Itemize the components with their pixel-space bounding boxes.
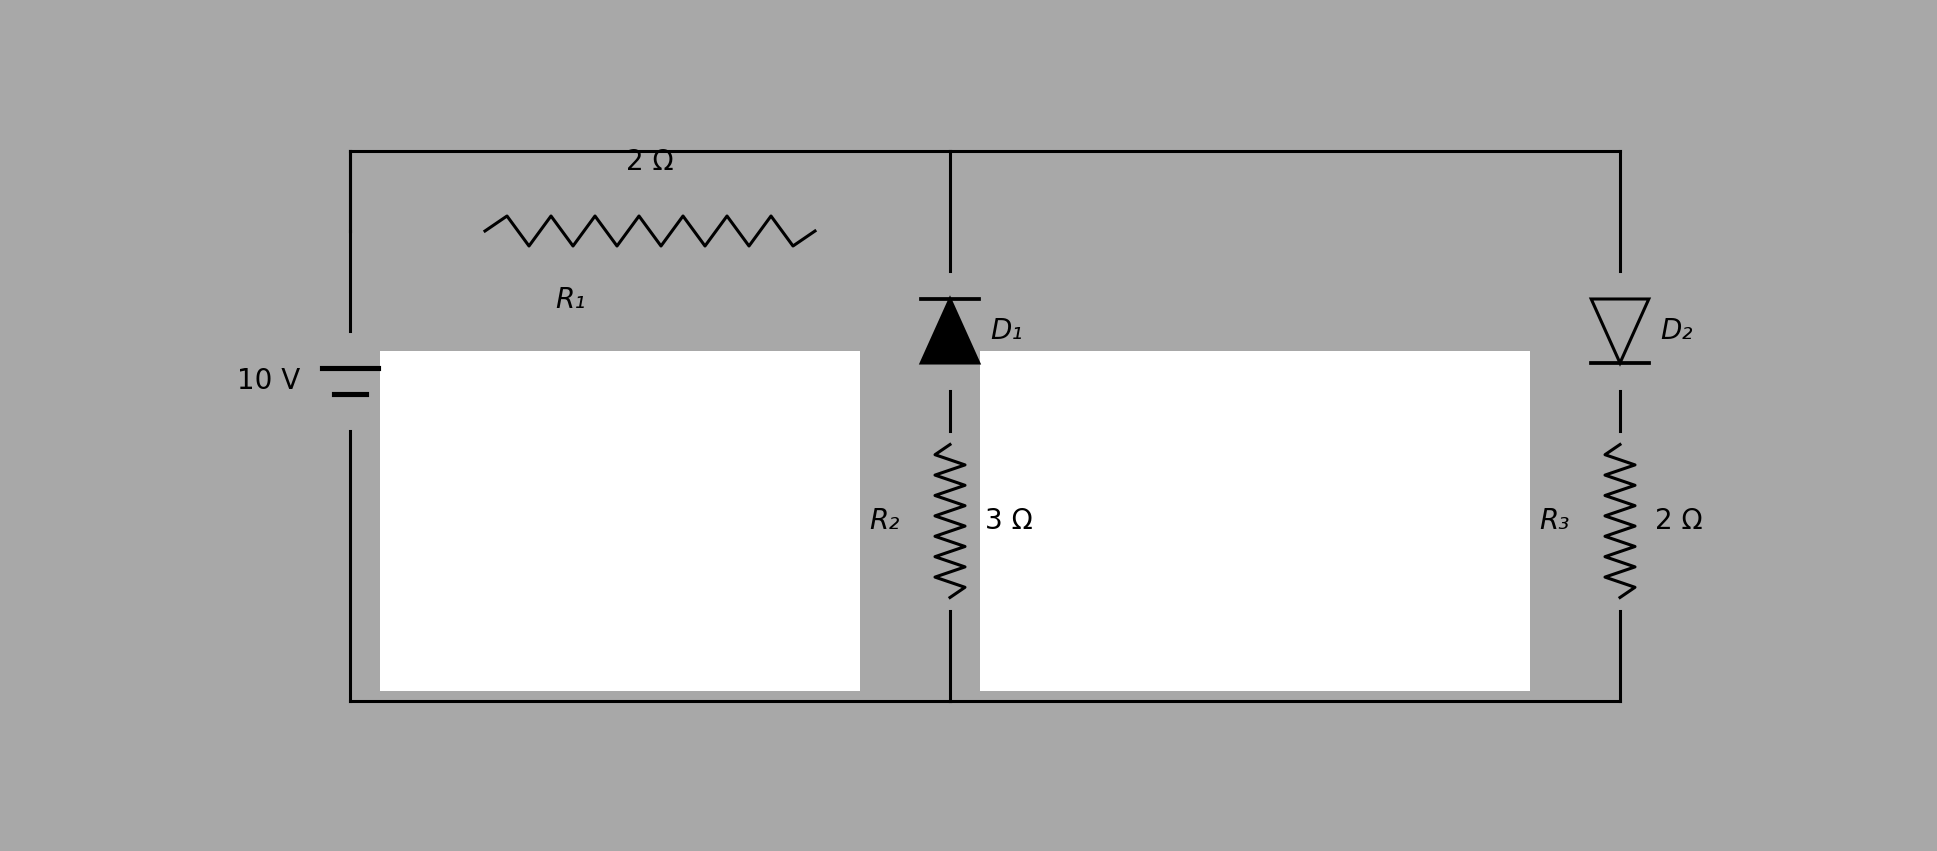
Polygon shape: [922, 299, 978, 363]
Bar: [380, 351, 860, 691]
Text: 2 Ω: 2 Ω: [626, 148, 674, 176]
Text: D₂: D₂: [1660, 317, 1693, 345]
Text: R₁: R₁: [554, 286, 585, 314]
Text: 10 V: 10 V: [236, 367, 300, 395]
Text: R₂: R₂: [870, 507, 901, 535]
Bar: [980, 351, 1530, 691]
Text: 3 Ω: 3 Ω: [986, 507, 1032, 535]
Text: 2 Ω: 2 Ω: [1654, 507, 1703, 535]
Text: R₃: R₃: [1540, 507, 1571, 535]
Text: D₁: D₁: [990, 317, 1023, 345]
Bar: [300, 111, 999, 271]
Bar: [901, 111, 1761, 731]
Bar: [300, 111, 980, 731]
Polygon shape: [1590, 299, 1648, 363]
